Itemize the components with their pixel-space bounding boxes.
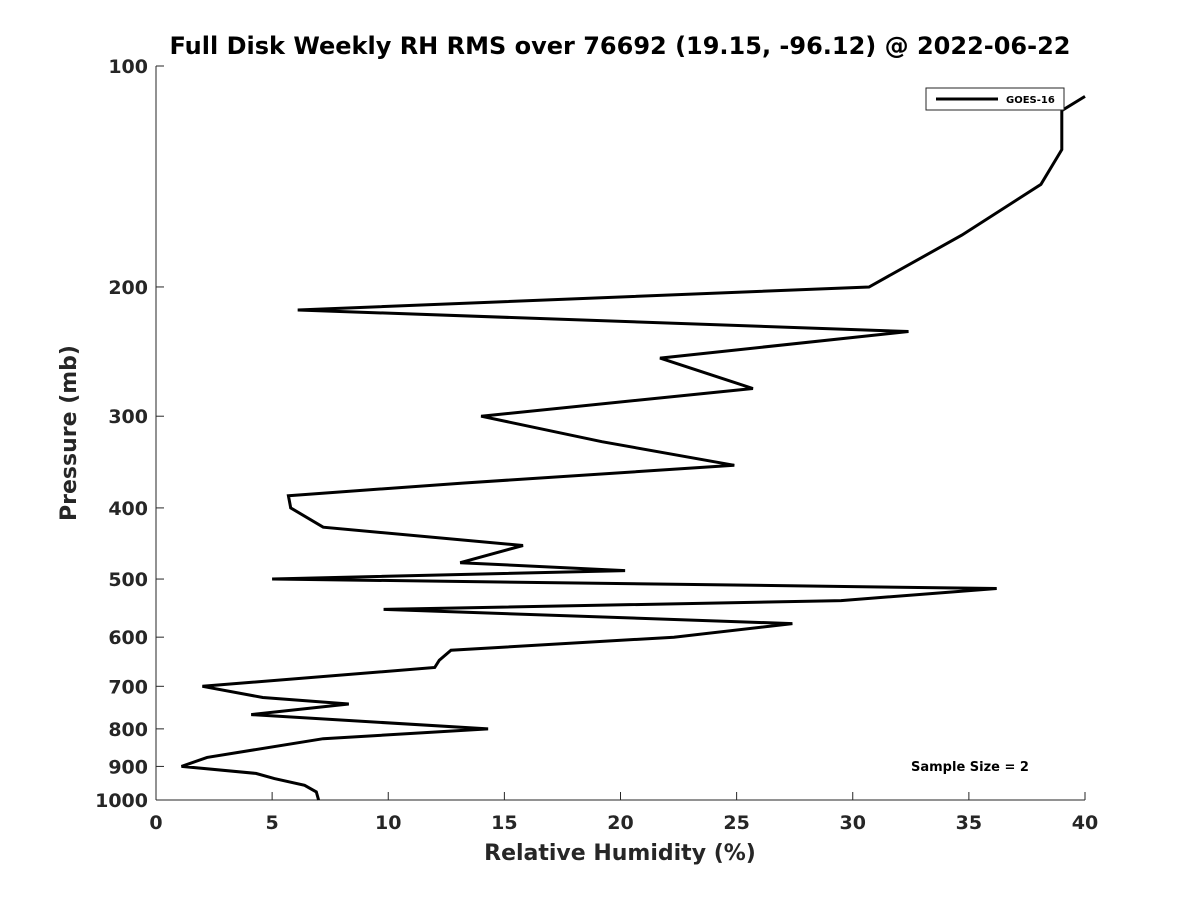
y-tick-label: 500 (108, 569, 148, 591)
x-axis-label: Relative Humidity (%) (484, 841, 756, 866)
legend-label-goes-16: GOES-16 (1006, 95, 1055, 106)
series-line-goes-16 (181, 95, 1086, 801)
axes (155, 66, 1085, 801)
y-tick-label: 1000 (95, 790, 148, 812)
legend: GOES-16 (925, 87, 1065, 111)
x-tick-label: 0 (149, 812, 162, 834)
x-ticks: 0 5 10 15 20 25 30 35 40 (149, 792, 1098, 834)
y-tick-label: 800 (108, 719, 148, 741)
x-tick-label: 30 (840, 812, 866, 834)
x-tick-label: 20 (607, 812, 633, 834)
x-tick-label: 15 (491, 812, 517, 834)
x-tick-label: 40 (1072, 812, 1098, 834)
y-tick-label: 100 (108, 56, 148, 78)
y-tick-label: 300 (108, 406, 148, 428)
sample-size-annotation: Sample Size = 2 (911, 760, 1029, 775)
y-tick-label: 900 (108, 756, 148, 778)
chart-title: Full Disk Weekly RH RMS over 76692 (19.1… (169, 32, 1070, 60)
y-tick-label: 200 (108, 277, 148, 299)
y-tick-label: 400 (108, 498, 148, 520)
x-tick-label: 5 (266, 812, 279, 834)
x-tick-label: 10 (375, 812, 401, 834)
x-tick-label: 25 (723, 812, 749, 834)
y-tick-label: 600 (108, 627, 148, 649)
series-layer (181, 95, 1086, 801)
y-tick-label: 700 (108, 676, 148, 698)
y-ticks: 100 200 300 400 500 600 700 800 900 1000 (95, 56, 164, 812)
y-axis-label: Pressure (mb) (57, 345, 82, 521)
x-tick-label: 35 (956, 812, 982, 834)
